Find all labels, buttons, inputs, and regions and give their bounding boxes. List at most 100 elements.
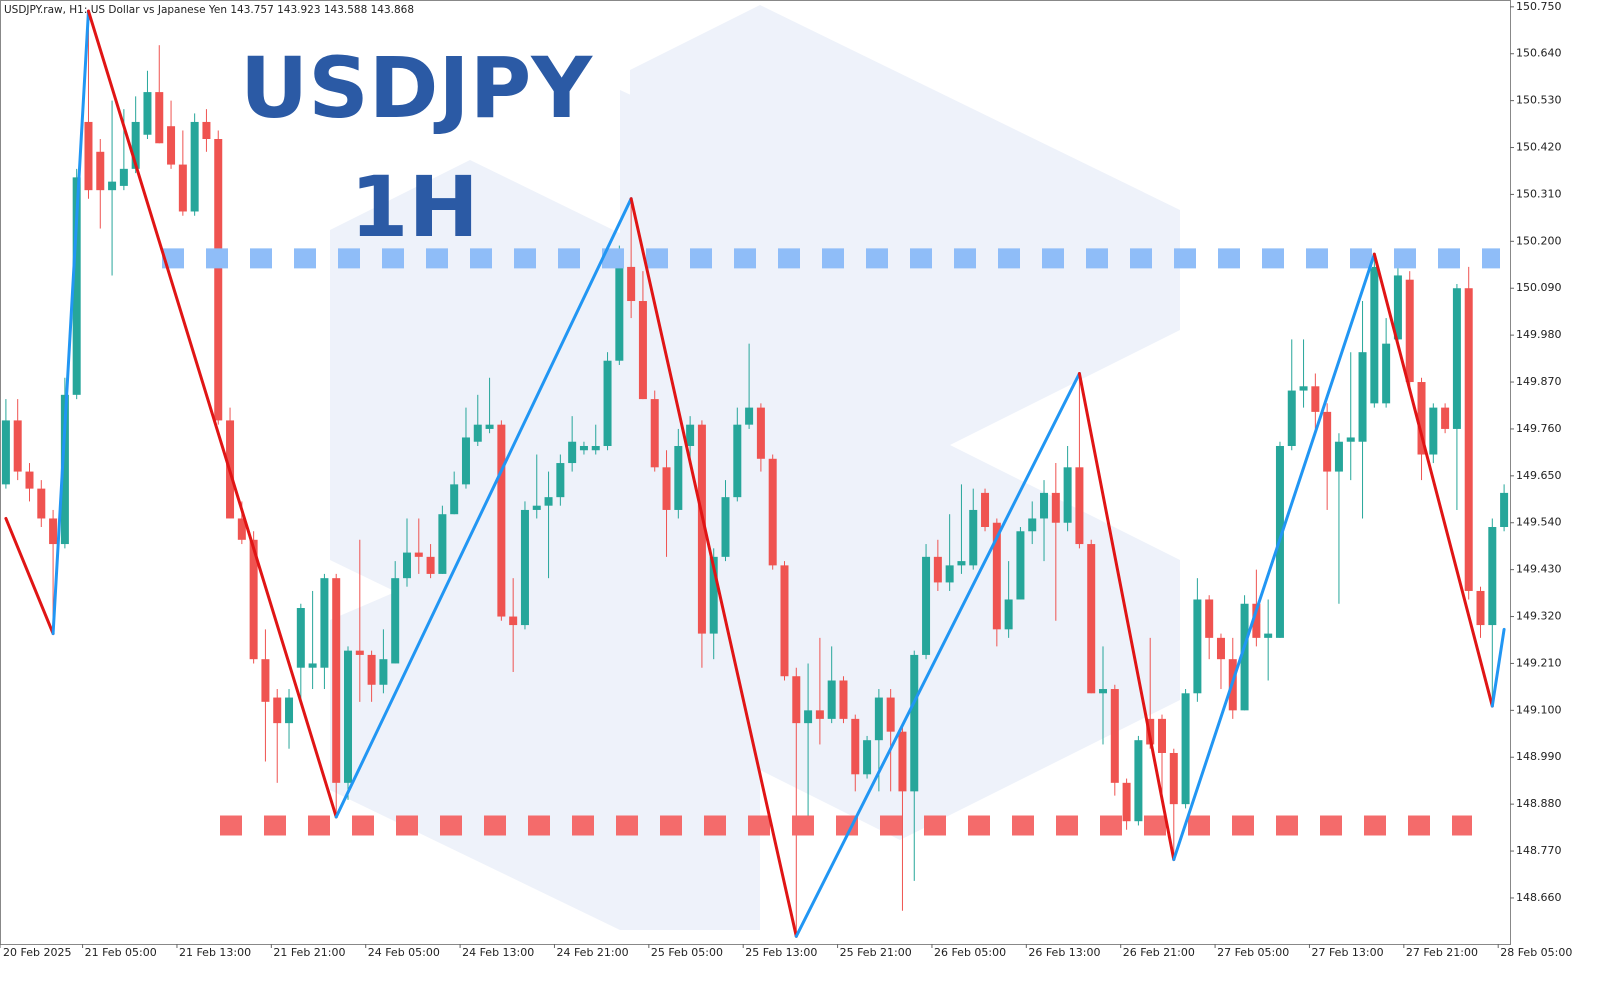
candle-body — [556, 463, 565, 498]
candle-body — [1051, 492, 1060, 523]
candle-body — [1169, 752, 1178, 805]
candle-body — [332, 578, 341, 783]
candle-body — [650, 399, 659, 468]
y-tick-label: 149.870 — [1516, 375, 1562, 388]
candle-body — [1004, 599, 1013, 630]
candle-body — [1216, 637, 1225, 660]
candle-body — [1134, 740, 1143, 822]
y-tick-label: 150.750 — [1516, 0, 1562, 13]
x-tick-label: 26 Feb 13:00 — [1028, 946, 1100, 959]
candle-body — [863, 740, 872, 775]
candle-body — [1193, 599, 1202, 694]
candle-body — [591, 445, 600, 451]
candle-body — [756, 407, 765, 459]
candle-body — [13, 420, 22, 472]
y-tick-label: 148.880 — [1516, 797, 1562, 810]
candle-body — [520, 509, 529, 626]
candle-body — [72, 177, 81, 395]
candle-body — [1063, 467, 1072, 523]
candle-body — [1334, 441, 1343, 472]
y-tick-label: 149.100 — [1516, 703, 1562, 716]
candle-body — [1429, 407, 1438, 455]
candle-body — [155, 92, 164, 144]
candle-body — [1370, 266, 1379, 404]
candle-body — [25, 471, 34, 489]
candle-body — [603, 360, 612, 446]
candle-body — [237, 518, 246, 540]
x-tick-label: 26 Feb 21:00 — [1123, 946, 1195, 959]
y-tick-label: 149.980 — [1516, 328, 1562, 341]
candle-body — [768, 458, 777, 566]
candle-body — [320, 578, 329, 668]
x-tick-label: 27 Feb 13:00 — [1311, 946, 1383, 959]
candle-body — [686, 424, 695, 446]
x-tick-label: 27 Feb 21:00 — [1406, 946, 1478, 959]
candle-body — [1452, 288, 1461, 429]
candle-body — [1358, 352, 1367, 442]
candle-body — [84, 121, 93, 191]
candle-body — [1476, 590, 1485, 626]
candle-body — [957, 561, 966, 566]
candle-body — [308, 663, 317, 668]
zigzag-segment — [86, 9, 338, 819]
candle-body — [544, 497, 553, 506]
candle-body — [697, 424, 706, 634]
y-tick-label: 149.210 — [1516, 656, 1562, 669]
y-tick-label: 150.530 — [1516, 94, 1562, 107]
candle-body — [285, 697, 294, 724]
x-tick-label: 28 Feb 05:00 — [1500, 946, 1572, 959]
candle-body — [167, 126, 176, 165]
candle-body — [839, 680, 848, 719]
candle-body — [1382, 343, 1391, 404]
y-tick-label: 149.650 — [1516, 469, 1562, 482]
y-tick-label: 150.640 — [1516, 47, 1562, 60]
candle-body — [792, 676, 801, 724]
candle-body — [119, 168, 128, 186]
candle-body — [721, 497, 730, 557]
candle-body — [1110, 689, 1119, 783]
candle-body — [450, 484, 459, 515]
candle-body — [461, 437, 470, 485]
y-tick-label: 148.990 — [1516, 750, 1562, 763]
candle-body — [1393, 275, 1402, 340]
candle-body — [1075, 467, 1084, 545]
zigzag-segment — [794, 372, 1081, 938]
zigzag-segment — [1372, 252, 1494, 708]
candle-body — [1311, 386, 1320, 412]
y-tick-label: 149.430 — [1516, 563, 1562, 576]
candle-body — [367, 654, 376, 685]
candle-body — [579, 445, 588, 451]
x-tick-label: 24 Feb 05:00 — [368, 946, 440, 959]
candle-body — [391, 578, 400, 664]
candle-body — [910, 654, 919, 792]
candle-body — [827, 680, 836, 719]
header: USDJPY.raw, H1: US Dollar vs Japanese Ye… — [4, 4, 414, 16]
candle-body — [214, 138, 223, 421]
candle-body — [886, 697, 895, 732]
candle-body — [355, 650, 364, 655]
candle-body — [981, 492, 990, 528]
candle-body — [96, 151, 105, 191]
candle-body — [1323, 411, 1332, 472]
y-tick-label: 149.540 — [1516, 516, 1562, 529]
candle-body — [1181, 693, 1190, 805]
candle-body — [485, 424, 494, 429]
candle-body — [992, 522, 1001, 630]
x-tick-label: 20 Feb 2025 — [3, 946, 71, 959]
y-tick-label: 149.320 — [1516, 610, 1562, 623]
candle-body — [1205, 599, 1214, 638]
candle-body — [37, 488, 46, 519]
x-tick-label: 21 Feb 21:00 — [273, 946, 345, 959]
candle-body — [402, 552, 411, 579]
zigzag-segment — [1172, 252, 1376, 862]
candle-body — [898, 731, 907, 792]
candle-body — [1464, 288, 1473, 591]
candle-body — [1500, 492, 1509, 528]
candle-body — [473, 424, 482, 442]
candle-body — [296, 608, 305, 668]
candle-body — [804, 710, 813, 724]
y-tick-label: 148.660 — [1516, 891, 1562, 904]
y-tick-label: 150.200 — [1516, 234, 1562, 247]
y-tick-label: 150.310 — [1516, 187, 1562, 200]
candle-body — [261, 659, 270, 702]
